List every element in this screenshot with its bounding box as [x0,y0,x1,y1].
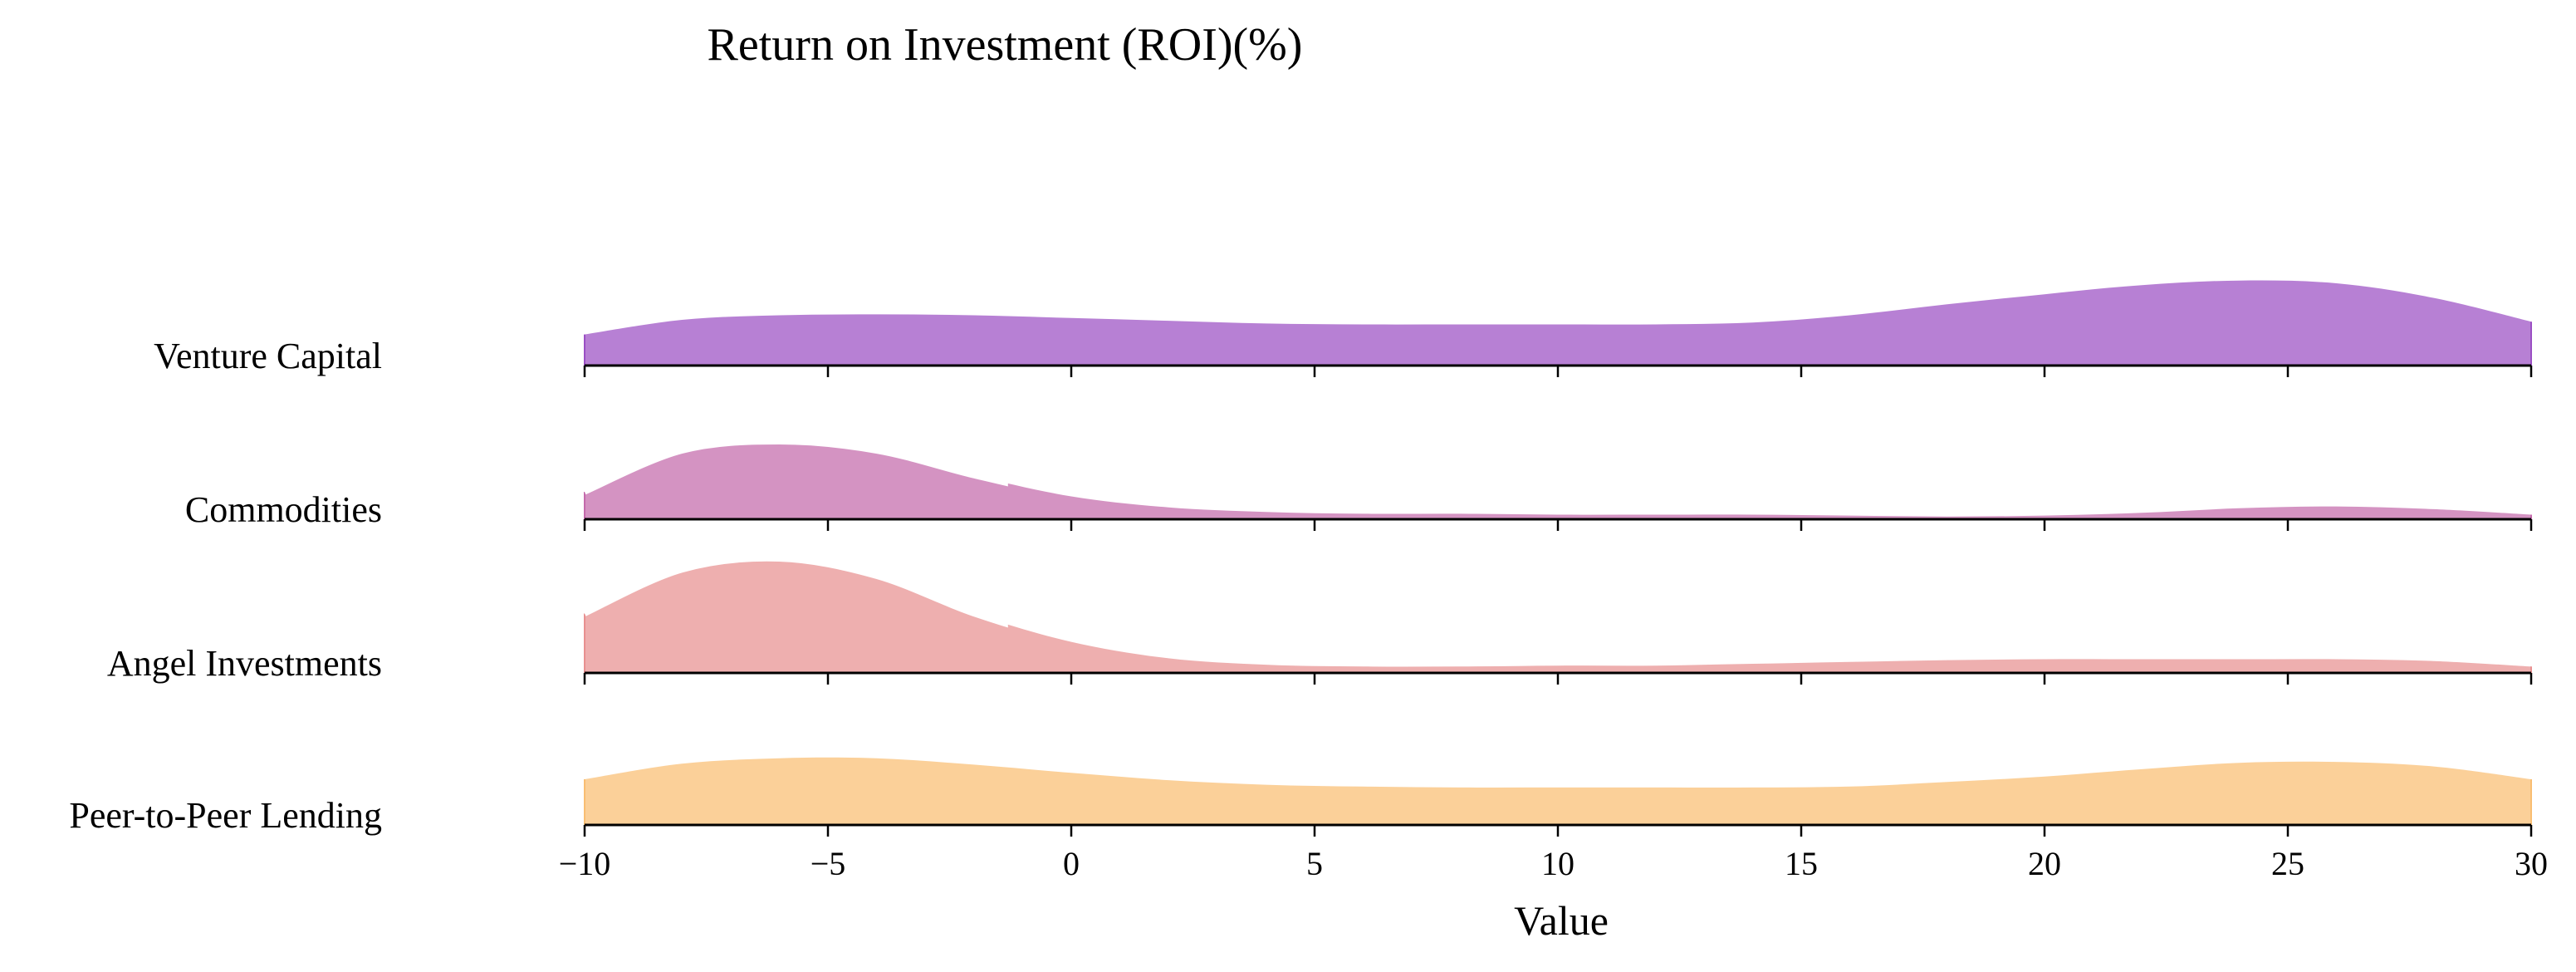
x-tick-label: 0 [1063,845,1080,882]
x-tick-label: 10 [1541,845,1574,882]
ridge-area-angel-investments [585,558,2531,673]
row-label-peer-to-peer-lending: Peer-to-Peer Lending [69,795,382,836]
x-tick-label: 20 [2028,845,2061,882]
row-label-venture-capital: Venture Capital [154,336,382,376]
x-tick-label: 30 [2515,845,2548,882]
x-tick-label: 15 [1785,845,1818,882]
ridge-area-venture-capital [585,280,2531,366]
row-label-commodities: Commodities [185,489,382,530]
chart-title: Return on Investment (ROI)(%) [708,19,1303,71]
ridge-outline-angel-investments [585,555,1008,628]
x-axis-ticks: −10 −5 0 5 10 15 20 25 30 [559,825,2548,882]
x-tick-label: −5 [811,845,846,882]
x-tick-label: −10 [559,845,611,882]
row-label-angel-investments: Angel Investments [107,643,382,684]
x-axis-label: Value [1514,897,1609,944]
x-tick-label: 5 [1306,845,1323,882]
ridges-group: Venture Capital Commodities Angel Investme… [69,280,2533,836]
ridge-area-peer-to-peer-lending [585,757,2531,825]
ridge-area-commodities [585,441,2531,519]
x-tick-label: 25 [2271,845,2304,882]
ridge-outline-commodities [585,438,1008,495]
